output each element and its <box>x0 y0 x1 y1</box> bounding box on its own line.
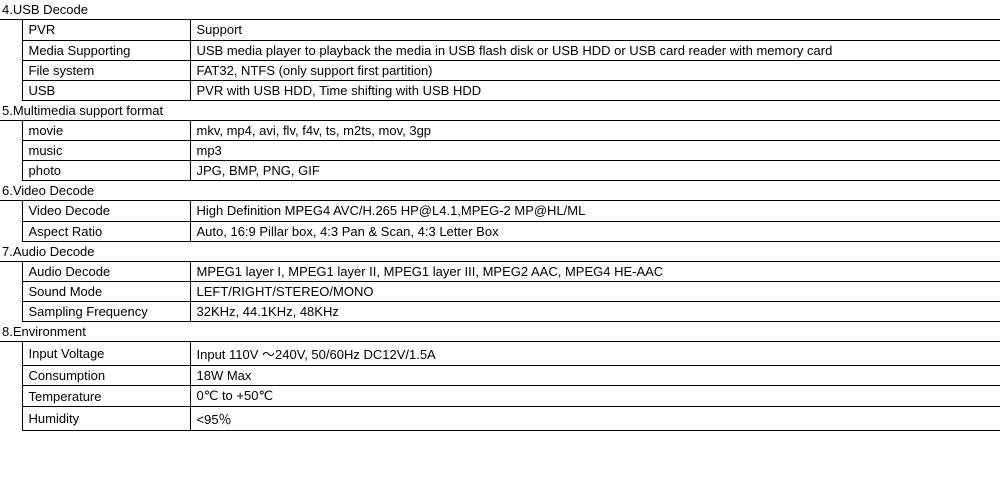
spec-label: movie <box>22 121 190 141</box>
section-title: 8.Environment <box>0 322 1000 342</box>
table-row: Consumption18W Max <box>0 366 1000 386</box>
spec-label: Aspect Ratio <box>22 221 190 241</box>
spec-label: photo <box>22 161 190 181</box>
spec-label: Consumption <box>22 366 190 386</box>
spec-label: USB <box>22 80 190 100</box>
indent-cell <box>0 201 22 221</box>
section: 6.Video DecodeVideo DecodeHigh Definitio… <box>0 181 1000 242</box>
indent-cell <box>0 121 22 141</box>
spec-label: Input Voltage <box>22 342 190 366</box>
spec-value: Support <box>190 20 1000 40</box>
indent-cell <box>0 141 22 161</box>
indent-cell <box>0 342 22 366</box>
table-row: moviemkv, mp4, avi, flv, f4v, ts, m2ts, … <box>0 121 1000 141</box>
table-row: musicmp3 <box>0 141 1000 161</box>
spec-value: Auto, 16:9 Pillar box, 4:3 Pan & Scan, 4… <box>190 221 1000 241</box>
spec-value: MPEG1 layer I, MPEG1 layer II, MPEG1 lay… <box>190 262 1000 282</box>
indent-cell <box>0 221 22 241</box>
table-row: Video DecodeHigh Definition MPEG4 AVC/H.… <box>0 201 1000 221</box>
spec-value: Input 110V ～240V, 50/60Hz DC12V/1.5A <box>190 342 1000 366</box>
spec-value: mp3 <box>190 141 1000 161</box>
indent-cell <box>0 161 22 181</box>
spec-label: Humidity <box>22 407 190 431</box>
section-title: 7.Audio Decode <box>0 242 1000 262</box>
spec-label: Audio Decode <box>22 262 190 282</box>
spec-label: Sampling Frequency <box>22 302 190 322</box>
spec-table: moviemkv, mp4, avi, flv, f4v, ts, m2ts, … <box>0 121 1000 182</box>
table-row: Aspect RatioAuto, 16:9 Pillar box, 4:3 P… <box>0 221 1000 241</box>
indent-cell <box>0 40 22 60</box>
indent-cell <box>0 386 22 407</box>
table-row: Temperature0℃ to +50℃ <box>0 386 1000 407</box>
spec-table: Input VoltageInput 110V ～240V, 50/60Hz D… <box>0 342 1000 431</box>
section: 8.EnvironmentInput VoltageInput 110V ～24… <box>0 322 1000 431</box>
spec-label: Media Supporting <box>22 40 190 60</box>
spec-value: USB media player to playback the media i… <box>190 40 1000 60</box>
section: 7.Audio DecodeAudio DecodeMPEG1 layer I,… <box>0 242 1000 323</box>
spec-label: PVR <box>22 20 190 40</box>
table-row: Sound ModeLEFT/RIGHT/STEREO/MONO <box>0 282 1000 302</box>
spec-value: JPG, BMP, PNG, GIF <box>190 161 1000 181</box>
indent-cell <box>0 60 22 80</box>
section: 4.USB DecodePVRSupportMedia SupportingUS… <box>0 0 1000 101</box>
spec-label: File system <box>22 60 190 80</box>
table-row: PVRSupport <box>0 20 1000 40</box>
section-title: 4.USB Decode <box>0 0 1000 20</box>
indent-cell <box>0 302 22 322</box>
section-title: 6.Video Decode <box>0 181 1000 201</box>
table-row: File systemFAT32, NTFS (only support fir… <box>0 60 1000 80</box>
spec-label: Video Decode <box>22 201 190 221</box>
spec-value: FAT32, NTFS (only support first partitio… <box>190 60 1000 80</box>
spec-value: High Definition MPEG4 AVC/H.265 HP@L4.1,… <box>190 201 1000 221</box>
spec-label: Temperature <box>22 386 190 407</box>
table-row: Audio DecodeMPEG1 layer I, MPEG1 layer I… <box>0 262 1000 282</box>
table-row: Sampling Frequency32KHz, 44.1KHz, 48KHz <box>0 302 1000 322</box>
spec-value: 18W Max <box>190 366 1000 386</box>
indent-cell <box>0 282 22 302</box>
section-title: 5.Multimedia support format <box>0 101 1000 121</box>
indent-cell <box>0 366 22 386</box>
table-row: Media SupportingUSB media player to play… <box>0 40 1000 60</box>
spec-value: PVR with USB HDD, Time shifting with USB… <box>190 80 1000 100</box>
table-row: Input VoltageInput 110V ～240V, 50/60Hz D… <box>0 342 1000 366</box>
spec-value: LEFT/RIGHT/STEREO/MONO <box>190 282 1000 302</box>
indent-cell <box>0 407 22 431</box>
section: 5.Multimedia support formatmoviemkv, mp4… <box>0 101 1000 182</box>
indent-cell <box>0 20 22 40</box>
spec-table: PVRSupportMedia SupportingUSB media play… <box>0 20 1000 101</box>
indent-cell <box>0 262 22 282</box>
spec-value: 32KHz, 44.1KHz, 48KHz <box>190 302 1000 322</box>
spec-label: music <box>22 141 190 161</box>
table-row: photoJPG, BMP, PNG, GIF <box>0 161 1000 181</box>
table-row: USBPVR with USB HDD, Time shifting with … <box>0 80 1000 100</box>
spec-label: Sound Mode <box>22 282 190 302</box>
spec-sheet: 4.USB DecodePVRSupportMedia SupportingUS… <box>0 0 1000 431</box>
spec-table: Audio DecodeMPEG1 layer I, MPEG1 layer I… <box>0 262 1000 323</box>
spec-value: mkv, mp4, avi, flv, f4v, ts, m2ts, mov, … <box>190 121 1000 141</box>
spec-value: 0℃ to +50℃ <box>190 386 1000 407</box>
table-row: Humidity<95％ <box>0 407 1000 431</box>
indent-cell <box>0 80 22 100</box>
spec-table: Video DecodeHigh Definition MPEG4 AVC/H.… <box>0 201 1000 242</box>
spec-value: <95％ <box>190 407 1000 431</box>
